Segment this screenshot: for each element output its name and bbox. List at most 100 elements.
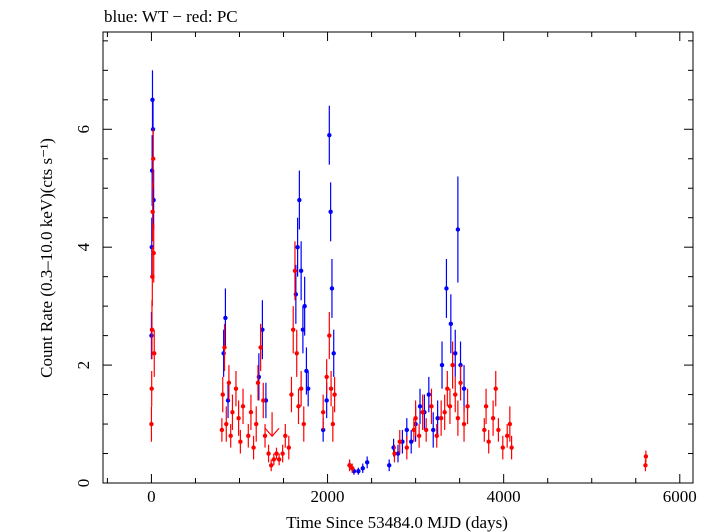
data-point: [260, 327, 265, 332]
data-point: [297, 197, 302, 203]
upper-limit-arrow: [264, 412, 280, 438]
data-point: [404, 445, 410, 450]
data-point: [482, 427, 487, 433]
data-point: [230, 410, 235, 415]
data-point: [150, 209, 155, 215]
data-point: [507, 421, 513, 427]
data-point: [149, 327, 155, 332]
data-point: [447, 404, 453, 409]
data-point: [291, 327, 296, 332]
data-point: [453, 392, 458, 397]
data-point: [295, 244, 300, 250]
data-point: [256, 374, 262, 380]
data-point: [328, 209, 333, 215]
data-point: [223, 315, 228, 321]
data-point: [643, 454, 649, 459]
data-point: [500, 445, 505, 450]
data-point: [266, 451, 271, 456]
data-point: [225, 398, 231, 403]
data-point: [431, 427, 436, 433]
data-point: [426, 392, 432, 397]
data-point: [221, 351, 226, 356]
data-point: [268, 463, 274, 468]
data-point: [300, 327, 306, 332]
data-point: [420, 410, 425, 415]
data-point: [409, 439, 414, 444]
data-point: [332, 392, 337, 397]
data-point: [246, 433, 251, 439]
data-point: [423, 427, 429, 433]
data-point: [509, 445, 514, 450]
data-point: [490, 415, 496, 421]
data-point: [304, 368, 309, 374]
data-point: [461, 421, 467, 427]
y-tick-label: 0: [74, 479, 93, 488]
data-point: [386, 463, 392, 468]
data-point: [251, 445, 256, 450]
data-point: [152, 351, 157, 356]
data-point: [434, 433, 439, 439]
data-point: [643, 463, 648, 468]
x-axis-title: Time Since 53484.0 MJD (days): [286, 513, 508, 532]
data-point: [327, 333, 332, 338]
data-point: [276, 457, 282, 462]
data-point: [360, 466, 365, 471]
y-axis-title: Count Rate (0.3–10.0 keV)(cts s⁻¹): [37, 138, 56, 378]
data-point: [395, 451, 401, 456]
data-point: [328, 386, 334, 391]
data-point: [444, 286, 449, 291]
data-point: [274, 451, 279, 456]
data-point: [445, 386, 450, 391]
series-wt: [149, 70, 467, 475]
data-point: [280, 451, 285, 456]
data-point: [261, 398, 266, 403]
x-tick-label: 4000: [487, 487, 521, 506]
x-tick-label: 6000: [663, 487, 697, 506]
data-point: [483, 404, 489, 409]
x-tick-label: 0: [147, 487, 156, 506]
data-point: [283, 433, 288, 439]
y-tick-label: 2: [74, 361, 93, 370]
data-point: [356, 469, 361, 474]
data-point: [149, 386, 154, 391]
data-point: [305, 386, 311, 391]
data-point: [294, 351, 299, 356]
data-point: [255, 380, 261, 385]
data-point: [286, 445, 292, 450]
data-point: [461, 386, 467, 391]
data-point: [248, 410, 254, 415]
data-point: [298, 386, 304, 391]
data-point: [327, 132, 332, 138]
data-point: [486, 439, 491, 444]
data-point: [391, 445, 396, 450]
data-point: [458, 380, 463, 385]
data-point: [292, 268, 298, 273]
data-point: [301, 421, 306, 427]
data-point: [219, 427, 225, 433]
data-point: [504, 433, 510, 439]
data-point: [271, 457, 277, 462]
data-point: [438, 415, 444, 421]
data-point: [496, 427, 501, 433]
data-point: [236, 415, 241, 421]
axes: 0 2000 4000 6000 0 2 4 6: [74, 31, 697, 506]
data-point: [240, 404, 246, 409]
data-point: [404, 427, 410, 433]
data-point: [258, 345, 263, 350]
y-tick-label: 4: [74, 242, 93, 251]
data-point: [151, 250, 156, 256]
series-pc: [149, 129, 649, 473]
data-point: [417, 404, 423, 409]
data-point: [149, 421, 154, 427]
data-point: [226, 380, 232, 385]
data-point: [455, 415, 461, 421]
data-point: [302, 303, 307, 309]
data-point: [324, 374, 329, 380]
y-tick-label: 6: [74, 125, 93, 134]
upper-limit-head: [264, 427, 280, 438]
data-point: [364, 460, 370, 465]
data-point: [324, 398, 329, 403]
data-point: [392, 451, 397, 456]
data-point: [350, 466, 355, 471]
data-point: [450, 362, 455, 368]
